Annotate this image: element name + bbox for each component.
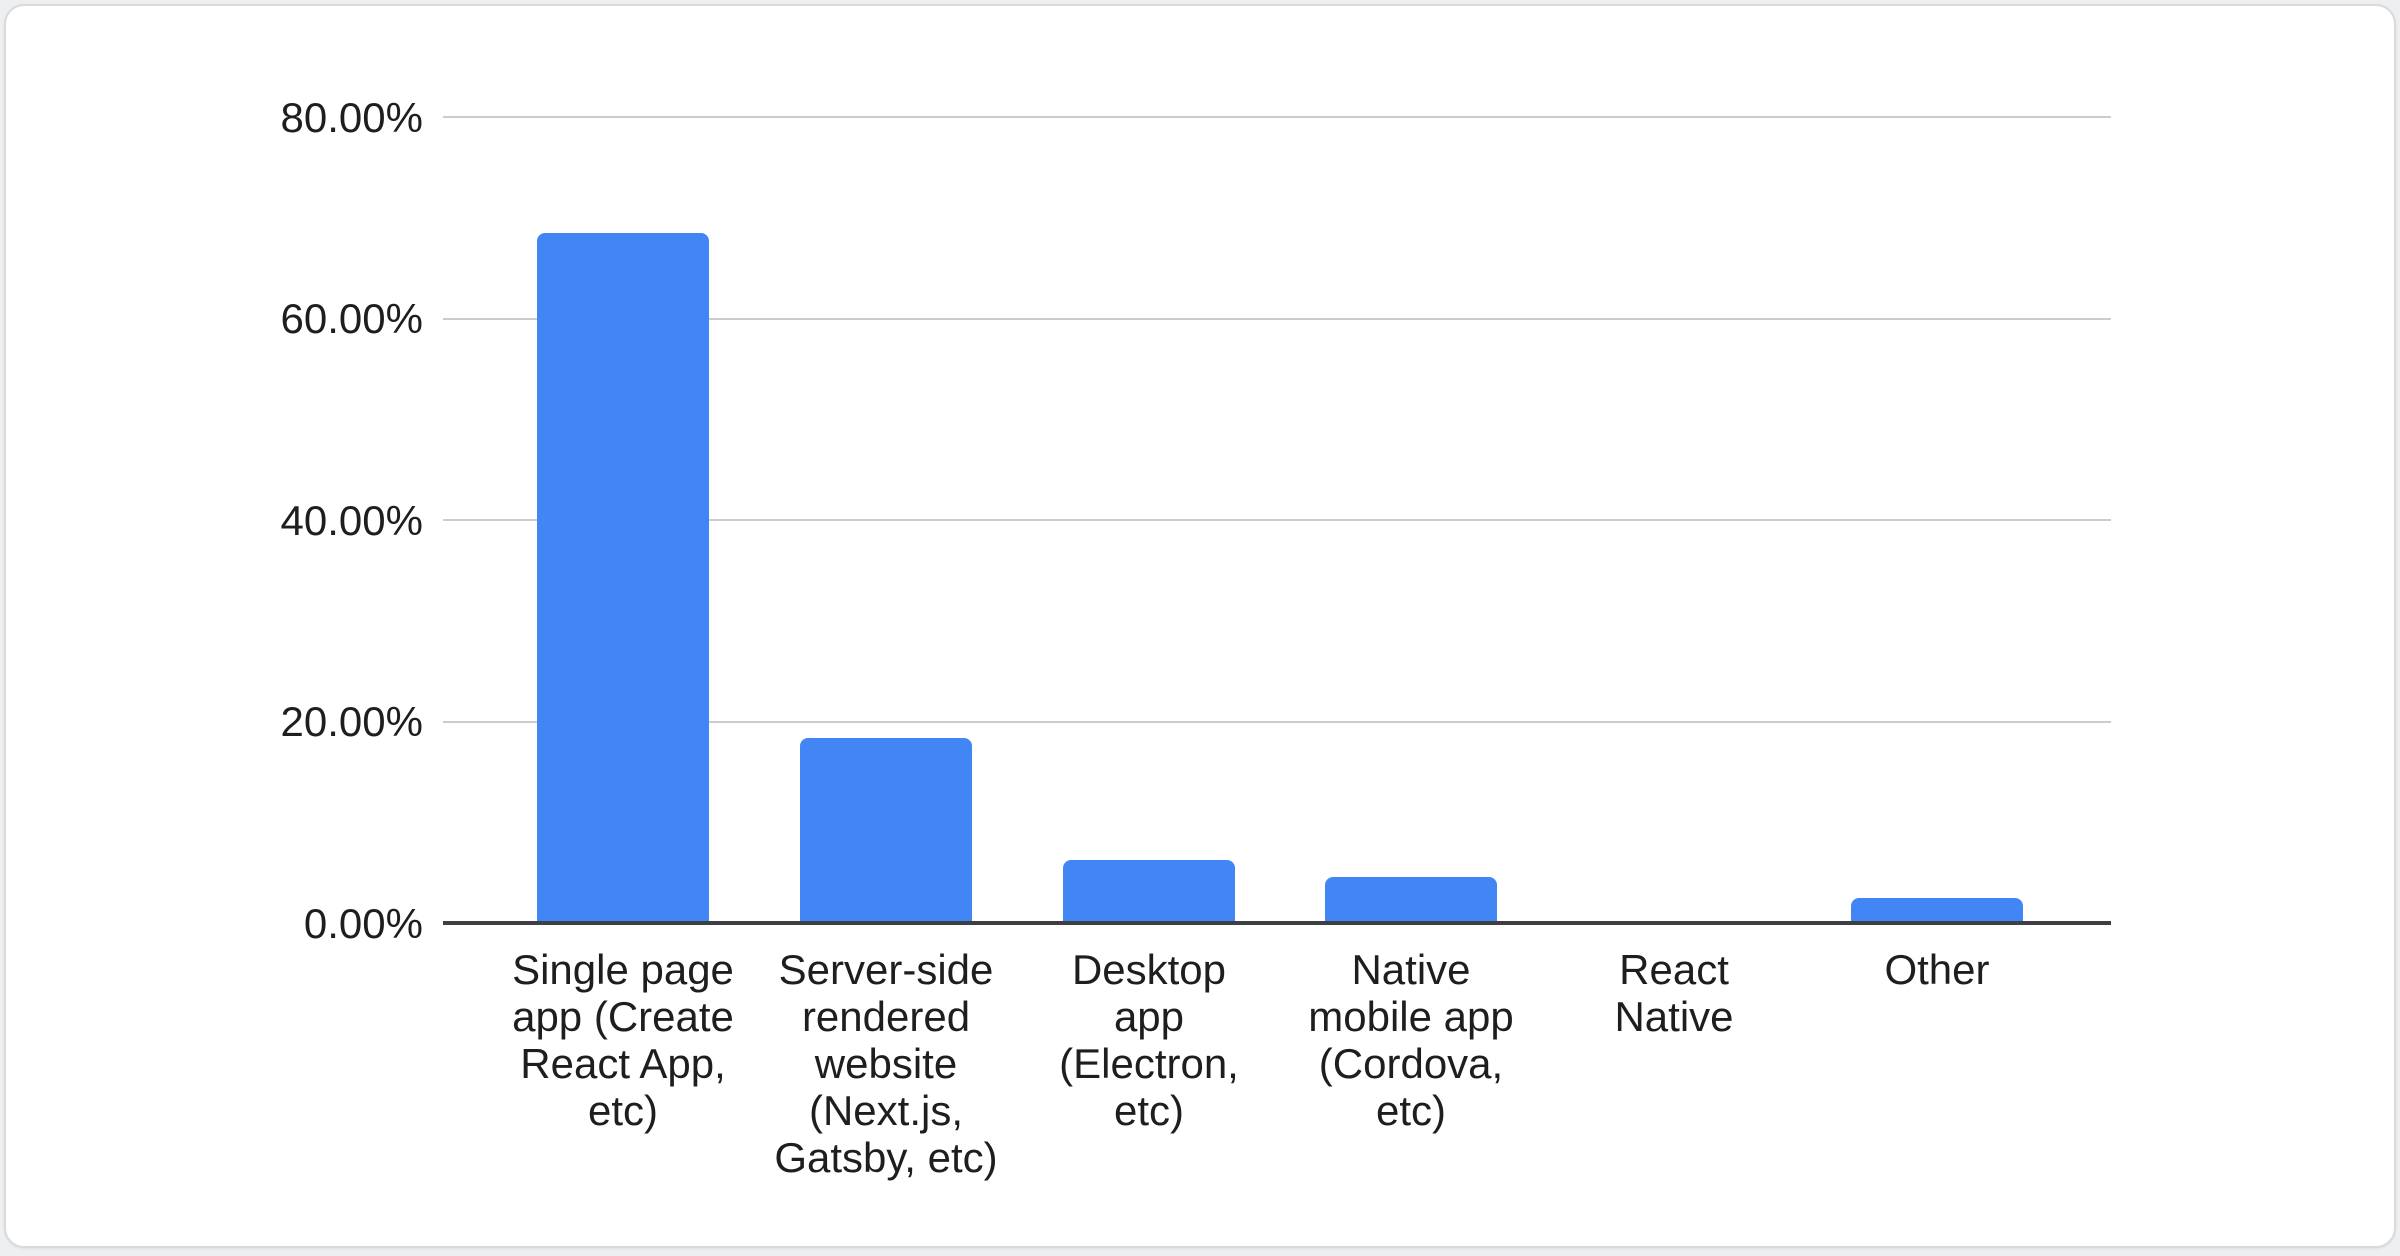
bar[interactable] <box>1851 898 2023 923</box>
y-tick-label: 20.00% <box>280 698 423 745</box>
y-tick-label: 80.00% <box>280 94 423 141</box>
y-tick-label: 0.00% <box>303 900 423 947</box>
x-axis-line <box>443 921 2111 925</box>
x-axis-label: Native mobile app (Cordova, etc) <box>1308 946 1514 1134</box>
gridline <box>443 721 2111 723</box>
gridline <box>443 519 2111 521</box>
y-tick-label: 60.00% <box>280 295 423 342</box>
x-axis-label: Other <box>1884 946 1990 993</box>
x-axis-label: React Native <box>1614 946 1734 1040</box>
gridline <box>443 116 2111 118</box>
y-tick-label: 40.00% <box>280 497 423 544</box>
bar[interactable] <box>1063 860 1235 923</box>
x-axis-label: Server-side rendered website (Next.js, G… <box>774 946 998 1181</box>
x-axis-label: Single page app (Create React App, etc) <box>512 946 734 1134</box>
bar[interactable] <box>537 233 709 923</box>
gridline <box>443 318 2111 320</box>
x-axis-label: Desktop app (Electron, etc) <box>1059 946 1239 1134</box>
chart-card <box>4 4 2396 1248</box>
bar[interactable] <box>800 738 972 923</box>
bar[interactable] <box>1325 877 1497 923</box>
